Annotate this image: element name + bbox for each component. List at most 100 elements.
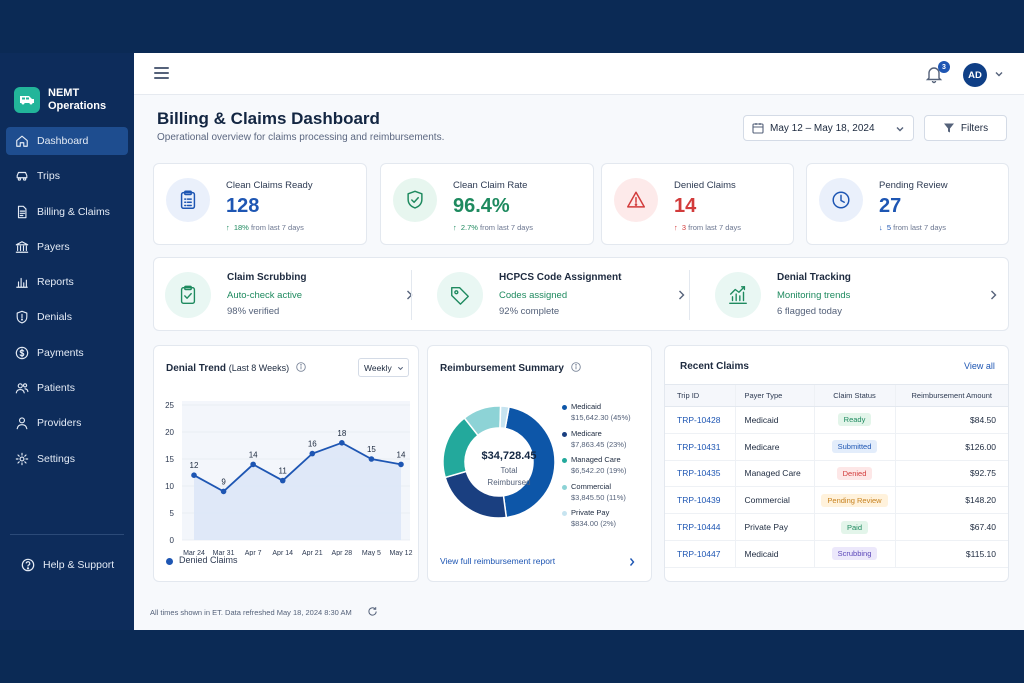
y-tick-label: 5: [170, 509, 175, 518]
van-logo-icon: [14, 86, 40, 113]
legend-amount: $834.00 (2%): [571, 519, 617, 528]
chevron-down-icon: [397, 366, 404, 371]
info-icon[interactable]: [570, 362, 581, 372]
document-icon: [17, 205, 27, 218]
sidebar-item-label: Patients: [37, 382, 75, 395]
avatar[interactable]: AD: [963, 63, 987, 87]
period-select[interactable]: Weekly: [358, 358, 409, 377]
shield-check-icon: [407, 190, 423, 209]
table-row[interactable]: TRP-10435 Managed Care Denied $92.75: [665, 460, 1008, 488]
reimbursement-card: Reimbursement Summary $34,728.45 Total R…: [427, 345, 652, 582]
trip-id-link[interactable]: TRP-10447: [677, 548, 721, 559]
legend-item: Managed Care $6,542.20 (19%): [562, 455, 631, 482]
chevron-right-icon[interactable]: [404, 289, 414, 301]
kpi-label: Clean Claims Ready: [226, 180, 313, 191]
chevron-right-icon[interactable]: [676, 289, 686, 301]
sidebar-item-payments[interactable]: Payments: [6, 339, 128, 367]
data-point: [250, 461, 256, 468]
sidebar-item-billing-claims[interactable]: Billing & Claims: [6, 198, 128, 226]
trend-text: from last 7 days: [480, 223, 533, 232]
kpi-icon-wrap: [393, 178, 437, 222]
denial-trend-card: Denial Trend (Last 8 Weeks) Weekly 0 5 10 1…: [153, 345, 419, 582]
feature-item[interactable]: HCPCS Code Assignment Codes assigned 92%…: [426, 258, 698, 332]
donut-slice[interactable]: [502, 406, 556, 519]
sidebar-item-trips[interactable]: Trips: [6, 162, 128, 190]
reimbursement-amount: $84.50: [894, 406, 1008, 434]
table-row[interactable]: TRP-10444 Private Pay Paid $67.40: [665, 513, 1008, 541]
filter-icon: [943, 123, 954, 133]
app-window: NEMT Operations Dashboard Trips Billing & …: [0, 53, 1024, 630]
sidebar-item-label: Payers: [37, 240, 70, 253]
sidebar-item-providers[interactable]: Providers: [6, 409, 128, 437]
y-tick-label: 20: [165, 428, 174, 437]
trip-id-link[interactable]: TRP-10428: [677, 414, 721, 425]
trip-id-link[interactable]: TRP-10431: [677, 441, 721, 452]
sidebar-item-reports[interactable]: Reports: [6, 268, 128, 296]
reimbursement-legend: Medicaid $15,642.30 (45%) Medicare $7,86…: [562, 402, 631, 535]
trip-id-link[interactable]: TRP-10439: [677, 495, 721, 506]
data-label: 11: [279, 467, 288, 476]
donut-slice[interactable]: [499, 405, 510, 430]
y-tick-label: 0: [170, 536, 175, 545]
sidebar-item-payers[interactable]: Payers: [6, 233, 128, 261]
sidebar-item-label: Denials: [37, 311, 73, 324]
filters-button[interactable]: Filters: [924, 115, 1007, 141]
legend-name: Managed Care: [571, 455, 621, 464]
view-reimbursement-report-link[interactable]: View full reimbursement report: [440, 556, 556, 566]
main-content: 3 AD Billing & Claims Dashboard Operatio…: [134, 53, 1024, 630]
sidebar-item-denials[interactable]: Denials: [6, 303, 128, 331]
column-header[interactable]: Reimbursement Amount: [894, 384, 1008, 407]
trip-id-link[interactable]: TRP-10444: [677, 522, 721, 533]
sidebar-item-help-support[interactable]: Help & Support: [12, 551, 122, 579]
sidebar-item-label: Help & Support: [43, 559, 115, 571]
trip-id-link[interactable]: TRP-10435: [677, 468, 721, 479]
trend-chart-icon: [729, 286, 747, 304]
data-point: [279, 477, 286, 484]
chart-title: Reimbursement Summary: [440, 363, 564, 374]
x-tick-label: Apr 14: [272, 550, 293, 556]
chevron-right-icon[interactable]: [628, 557, 636, 567]
column-header[interactable]: Payer Type: [734, 384, 814, 407]
bell-icon[interactable]: [924, 64, 944, 84]
info-icon[interactable]: [296, 362, 306, 372]
table-row[interactable]: TRP-10431 Medicare Submitted $126.00: [665, 433, 1008, 461]
column-header[interactable]: Trip ID: [665, 384, 735, 407]
legend-item: Private Pay $834.00 (2%): [562, 508, 631, 535]
x-tick-label: Apr 7: [245, 550, 262, 556]
legend-swatch: [562, 431, 567, 437]
table-row[interactable]: TRP-10428 Medicaid Ready $84.50: [665, 406, 1008, 434]
chevron-down-icon[interactable]: [994, 69, 1004, 79]
kpi-card[interactable]: Pending Review 27 ↓ 5 from last 7 days: [806, 163, 1009, 245]
payer-type: Medicare: [734, 433, 814, 461]
date-range-picker[interactable]: May 12 – May 18, 2024: [743, 115, 914, 141]
refresh-icon[interactable]: [367, 606, 378, 617]
chevron-right-icon[interactable]: [988, 289, 998, 301]
kpi-card[interactable]: Clean Claim Rate 96.4% ↑ 2.7% from last …: [380, 163, 594, 245]
feature-icon-wrap: [165, 272, 211, 318]
sidebar: NEMT Operations Dashboard Trips Billing & …: [0, 53, 134, 630]
total-caption-line1: Total: [500, 466, 518, 475]
table-row[interactable]: TRP-10439 Commercial Pending Review $148…: [665, 486, 1008, 515]
trend-value: 3: [681, 223, 687, 232]
view-all-link[interactable]: View all: [964, 361, 995, 371]
sidebar-item-settings[interactable]: Settings: [6, 445, 128, 473]
user-icon: [16, 417, 28, 430]
bank-icon: [15, 241, 29, 253]
column-header[interactable]: Claim Status: [813, 384, 895, 407]
feature-item[interactable]: Claim Scrubbing Auto-check active 98% ve…: [154, 258, 426, 332]
kpi-card[interactable]: Clean Claims Ready 128 ↑ 18% from last 7…: [153, 163, 367, 245]
reimbursement-amount: $148.20: [894, 486, 1008, 515]
total-reimbursed-value: $34,728.45: [481, 450, 537, 462]
feature-item[interactable]: Denial Tracking Monitoring trends 6 flag…: [704, 258, 1010, 332]
sidebar-item-patients[interactable]: Patients: [6, 374, 128, 402]
clipboard-check-icon: [180, 285, 196, 304]
legend-swatch: [562, 405, 567, 410]
data-refresh-note: All times shown in ET. Data refreshed Ma…: [150, 608, 352, 617]
brand: NEMT Operations: [0, 53, 134, 121]
kpi-card[interactable]: Denied Claims 14 ↑ 3 from last 7 days: [601, 163, 794, 245]
table-row[interactable]: TRP-10447 Medicaid Scrubbing $115.10: [665, 540, 1008, 568]
sidebar-item-dashboard[interactable]: Dashboard: [6, 127, 128, 155]
reimbursement-amount: $126.00: [894, 433, 1008, 461]
menu-icon[interactable]: [154, 67, 169, 79]
x-tick-label: Apr 28: [332, 550, 353, 556]
